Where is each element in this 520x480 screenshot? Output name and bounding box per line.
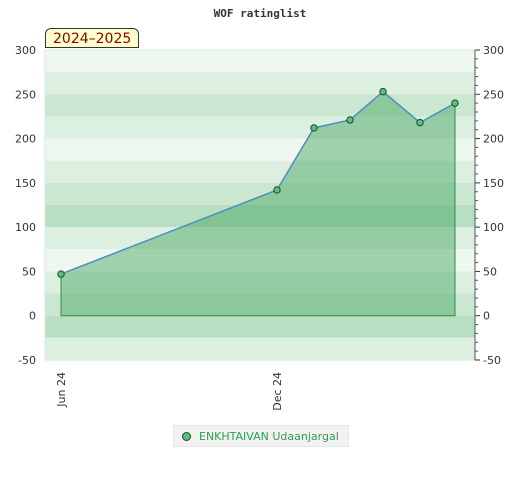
- season-badge: 2024–2025: [45, 28, 140, 48]
- data-point: [57, 270, 65, 278]
- legend[interactable]: ENKHTAIVAN Udaanjargal: [173, 425, 349, 447]
- grid-band: [45, 94, 475, 117]
- y-tick-label-left: 250: [15, 88, 36, 101]
- grid-band: [45, 271, 475, 294]
- y-tick-label-left: 200: [15, 133, 36, 146]
- y-tick-label-left: 50: [22, 265, 36, 278]
- data-point: [273, 186, 281, 194]
- data-point: [451, 99, 459, 107]
- y-tick-label-left: 100: [15, 221, 36, 234]
- y-tick-label-right: 150: [483, 177, 504, 190]
- y-tick-label-right: 0: [483, 310, 490, 323]
- y-tick-label-right: 100: [483, 221, 504, 234]
- x-tick-label: Dec 24: [271, 372, 284, 411]
- legend-marker-icon: [182, 431, 191, 441]
- axes: -50 -50 0 0 50 50 100 100 150 150 200 200 250 250 300 3…: [15, 44, 504, 411]
- data-point: [416, 118, 424, 127]
- y-tick-label-right: 50: [483, 265, 497, 278]
- data-point: [310, 124, 318, 132]
- rating-points: [57, 87, 459, 278]
- legend-label: ENKHTAIVAN Udaanjargal: [199, 429, 339, 443]
- grid-band: [45, 138, 475, 161]
- grid-band: [45, 182, 475, 205]
- y-tick-label-left: 300: [15, 44, 36, 57]
- grid-band: [45, 293, 475, 316]
- grid-band: [45, 205, 475, 228]
- y-tick-label-left: 150: [15, 177, 36, 190]
- grid-band: [45, 72, 475, 95]
- grid-band: [45, 337, 475, 360]
- y-tick-label-right: -50: [483, 354, 501, 367]
- y-tick-label-left: -50: [18, 354, 36, 367]
- y-tick-label-right: 300: [483, 44, 504, 57]
- chart-title: WOF ratinglist: [214, 7, 307, 20]
- grid-band: [45, 160, 475, 183]
- grid-band: [45, 227, 475, 250]
- grid-band: [45, 50, 475, 73]
- y-tick-label-right: 200: [483, 133, 504, 146]
- y-tick-label-left: 0: [29, 310, 36, 323]
- background-bands: [44, 49, 476, 361]
- grid-band: [45, 116, 475, 139]
- grid-band: [45, 249, 475, 272]
- data-point: [346, 116, 354, 124]
- grid-band: [45, 315, 475, 338]
- data-point: [379, 87, 387, 96]
- y-tick-label-right: 250: [483, 88, 504, 101]
- x-tick-label: Jun 24: [55, 372, 68, 408]
